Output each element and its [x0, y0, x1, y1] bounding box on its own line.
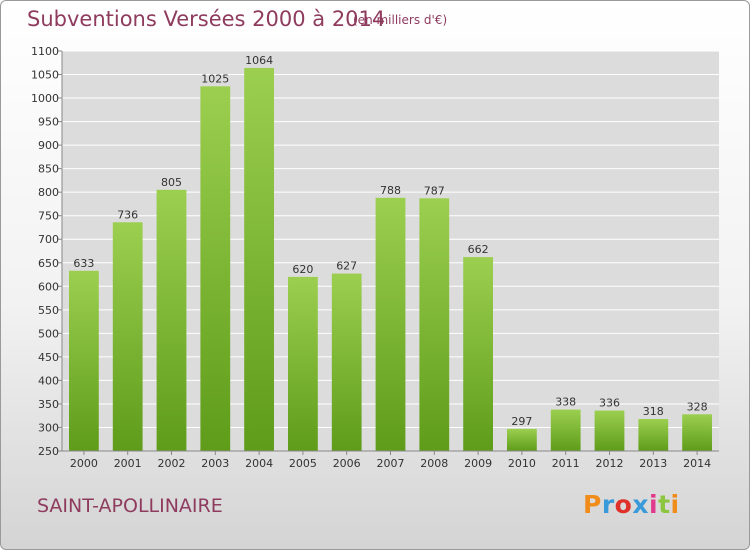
bar	[375, 197, 406, 451]
bar	[550, 409, 581, 451]
bar-value-label: 336	[599, 397, 620, 410]
bar-value-label: 297	[511, 415, 532, 428]
bar	[419, 198, 450, 451]
y-tick-label: 1100	[31, 45, 59, 58]
bar-value-label: 1064	[245, 54, 273, 67]
y-tick-label: 500	[38, 327, 59, 340]
bar	[244, 67, 274, 452]
bar-value-label: 787	[424, 184, 445, 197]
commune-name: SAINT-APOLLINAIRE	[37, 495, 223, 517]
bar-value-label: 736	[117, 208, 138, 221]
bar-value-label: 1025	[201, 72, 229, 85]
x-tick-label: 2013	[639, 457, 667, 470]
y-tick-label: 1000	[31, 92, 59, 105]
logo-letter: o	[614, 490, 633, 519]
x-tick-label: 2011	[552, 457, 580, 470]
x-tick-label: 2014	[683, 457, 711, 470]
logo-letter: t	[658, 490, 671, 519]
y-axis-ticks: 250 300 350 400 450 500 550 600 650 700 750 800 850 9…	[31, 45, 62, 458]
y-tick-label: 700	[38, 233, 59, 246]
y-tick-label: 350	[38, 398, 59, 411]
bar	[507, 428, 537, 451]
y-tick-label: 750	[38, 210, 59, 223]
bar-value-label: 620	[292, 263, 313, 276]
x-axis-ticks: 2000 2001 2002 2003 2004 2005 2006 2007 2008 2009…	[70, 451, 711, 470]
bar-chart: 250 300 350 400 450 500 550 600 650 700 750 800 850 9…	[31, 45, 719, 470]
bar	[288, 276, 318, 451]
bar	[156, 189, 187, 451]
y-tick-label: 900	[38, 139, 59, 152]
logo-letter: i	[649, 490, 659, 519]
x-tick-label: 2000	[70, 457, 98, 470]
bar-value-label: 633	[73, 257, 94, 270]
bar-value-label: 805	[161, 176, 182, 189]
logo-letter: P	[583, 490, 602, 519]
bars: 633 736 805 1025 1064 620 627 788 787 662 297 338 33…	[69, 54, 712, 452]
x-tick-label: 2001	[114, 457, 142, 470]
logo-letter: r	[601, 490, 615, 519]
y-tick-label: 800	[38, 186, 59, 199]
bar-value-label: 318	[643, 405, 664, 418]
y-tick-label: 300	[38, 421, 59, 434]
x-tick-label: 2004	[245, 457, 273, 470]
x-tick-label: 2010	[508, 457, 536, 470]
bar-value-label: 627	[336, 260, 357, 273]
chart-subtitle: (en milliers d'€)	[353, 13, 448, 27]
logo-letter: x	[632, 490, 649, 519]
x-tick-label: 2005	[289, 457, 317, 470]
y-tick-label: 550	[38, 304, 59, 317]
bar	[200, 86, 231, 451]
y-tick-label: 450	[38, 351, 59, 364]
bar	[112, 222, 143, 451]
bar	[682, 414, 712, 451]
y-tick-label: 250	[38, 445, 59, 458]
bar	[594, 410, 625, 451]
y-tick-label: 850	[38, 163, 59, 176]
bar	[638, 419, 669, 451]
bar	[331, 273, 362, 451]
x-tick-label: 2006	[333, 457, 361, 470]
bar-value-label: 788	[380, 184, 401, 197]
y-tick-label: 1050	[31, 69, 59, 82]
logo-letter: i	[670, 490, 680, 519]
bar	[463, 257, 493, 451]
proxiti-logo: Proxiti	[583, 490, 680, 519]
y-tick-label: 600	[38, 280, 59, 293]
y-tick-label: 950	[38, 116, 59, 129]
bar	[69, 270, 99, 451]
x-tick-label: 2002	[158, 457, 186, 470]
chart-title: Subventions Versées 2000 à 2014	[27, 7, 386, 31]
x-tick-label: 2007	[377, 457, 405, 470]
x-tick-label: 2003	[201, 457, 229, 470]
bar-value-label: 328	[687, 400, 708, 413]
bar-value-label: 338	[555, 396, 576, 409]
y-tick-label: 650	[38, 257, 59, 270]
x-tick-label: 2012	[596, 457, 624, 470]
y-tick-label: 400	[38, 374, 59, 387]
x-tick-label: 2008	[420, 457, 448, 470]
x-tick-label: 2009	[464, 457, 492, 470]
bar-value-label: 662	[468, 243, 489, 256]
